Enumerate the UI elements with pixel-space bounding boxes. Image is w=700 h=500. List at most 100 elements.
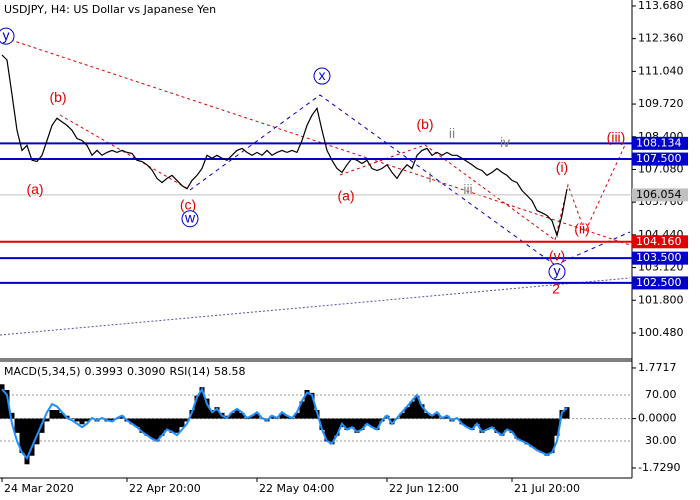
wave-line bbox=[189, 94, 556, 266]
macd-bar bbox=[359, 418, 365, 430]
macd-bar bbox=[464, 418, 470, 428]
macd-bar bbox=[319, 418, 325, 430]
macd-bar bbox=[254, 412, 260, 419]
macd-bar bbox=[44, 418, 50, 422]
wave-label: (a) bbox=[337, 187, 354, 203]
macd-bar bbox=[24, 418, 30, 465]
macd-bar bbox=[529, 418, 535, 448]
wave-lines bbox=[0, 37, 631, 336]
macd-bar bbox=[204, 398, 210, 419]
macd-bar bbox=[409, 401, 415, 419]
y-tick-label: 1.7717 bbox=[638, 361, 677, 374]
macd-bar bbox=[334, 418, 340, 436]
y-tick-label: 0.0000 bbox=[638, 412, 677, 425]
rsi-line bbox=[1, 386, 568, 461]
macd-bar bbox=[554, 418, 560, 436]
wave-label: (i) bbox=[556, 159, 568, 175]
macd-bar bbox=[434, 412, 440, 419]
macd-bar bbox=[74, 418, 80, 422]
macd-bar bbox=[209, 410, 215, 419]
macd-bar bbox=[489, 418, 495, 428]
macd-bar bbox=[344, 418, 350, 430]
macd-bar bbox=[194, 395, 200, 419]
level-label: 102.500 bbox=[636, 276, 682, 289]
macd-bar bbox=[374, 418, 380, 430]
level-label: 103.500 bbox=[636, 251, 682, 264]
indicator-header: MACD(5,34,5) 0.3993 0.3090 RSI(14) 58.58 bbox=[4, 365, 246, 378]
macd-bar bbox=[159, 418, 165, 436]
macd-bar bbox=[389, 418, 395, 425]
trend-line bbox=[4, 37, 631, 246]
price-line bbox=[1, 54, 568, 238]
macd-bar bbox=[369, 418, 375, 428]
y2-tick-label: 30.00 bbox=[645, 434, 677, 447]
macd-bar bbox=[494, 418, 500, 433]
x-tick-label: 22 Apr 20:00 bbox=[129, 482, 201, 495]
macd-bar bbox=[119, 415, 125, 419]
x-tick-label: 21 Jul 20:00 bbox=[514, 482, 580, 495]
level-label-box bbox=[632, 276, 688, 290]
macd-bar bbox=[499, 418, 505, 436]
wave-line bbox=[59, 114, 191, 191]
macd-bar bbox=[0, 384, 5, 419]
macd-bar bbox=[329, 418, 335, 445]
macd-bar bbox=[549, 418, 555, 453]
annotation-circle bbox=[181, 210, 199, 228]
y-tick-label: 109.720 bbox=[638, 97, 684, 110]
macd-bar bbox=[424, 412, 430, 419]
macd-bar bbox=[9, 412, 15, 419]
trend-line bbox=[0, 277, 631, 336]
y2-tick-label: 70.00 bbox=[645, 388, 677, 401]
x-tick-label: 24 Mar 2020 bbox=[4, 482, 74, 495]
wave-label: (ii) bbox=[574, 220, 590, 236]
wave-label: (c) bbox=[180, 196, 196, 212]
macd-bar bbox=[269, 415, 275, 419]
macd-bar bbox=[354, 418, 360, 433]
macd-bar bbox=[294, 412, 300, 419]
indicator-readout: RSI(14) bbox=[170, 365, 210, 378]
wave-label: w bbox=[184, 209, 196, 225]
level-label: 106.054 bbox=[636, 188, 682, 201]
macd-bar bbox=[14, 418, 20, 433]
macd-bar bbox=[229, 412, 235, 419]
macd-bar bbox=[364, 418, 370, 425]
macd-bar bbox=[404, 407, 410, 419]
macd-bar bbox=[469, 418, 475, 430]
y-tick-label: 113.680 bbox=[638, 0, 684, 12]
wave-label: x bbox=[319, 67, 326, 83]
macd-bar bbox=[279, 412, 285, 419]
macd-bar bbox=[299, 401, 305, 419]
macd-bar bbox=[179, 418, 185, 428]
indicator-readout: 0.3993 bbox=[85, 365, 124, 378]
wave-label: (b) bbox=[49, 89, 66, 105]
annotation-circle bbox=[548, 263, 566, 281]
indicator-readout: MACD(5,34,5) bbox=[4, 365, 81, 378]
macd-bar bbox=[199, 387, 205, 419]
level-label: 104.160 bbox=[636, 235, 682, 248]
y-tick-label: 112.360 bbox=[638, 32, 684, 45]
annotation-circle bbox=[313, 67, 331, 85]
y-tick-label: 100.480 bbox=[638, 326, 684, 339]
wave-label: iv bbox=[500, 134, 510, 150]
macd-bar bbox=[234, 410, 240, 419]
y-tick-label: 107.080 bbox=[638, 162, 684, 175]
macd-bar bbox=[54, 410, 60, 419]
y-tick-label: 111.040 bbox=[638, 64, 684, 77]
macd-bar bbox=[349, 418, 355, 428]
macd-bar bbox=[544, 418, 550, 456]
macd-bar bbox=[174, 418, 180, 433]
annotation-circle bbox=[0, 27, 15, 45]
level-label-box bbox=[632, 188, 688, 202]
macd-bar bbox=[149, 418, 155, 439]
macd-bar bbox=[59, 412, 65, 419]
wave-line bbox=[339, 144, 556, 241]
macd-bar bbox=[239, 412, 245, 419]
macd-bar bbox=[79, 418, 85, 425]
macd-bar bbox=[109, 418, 115, 422]
wave-label: (a) bbox=[26, 181, 43, 197]
wave-label: (iii) bbox=[607, 129, 626, 145]
macd-bar bbox=[524, 418, 530, 445]
macd-bar bbox=[519, 418, 525, 442]
